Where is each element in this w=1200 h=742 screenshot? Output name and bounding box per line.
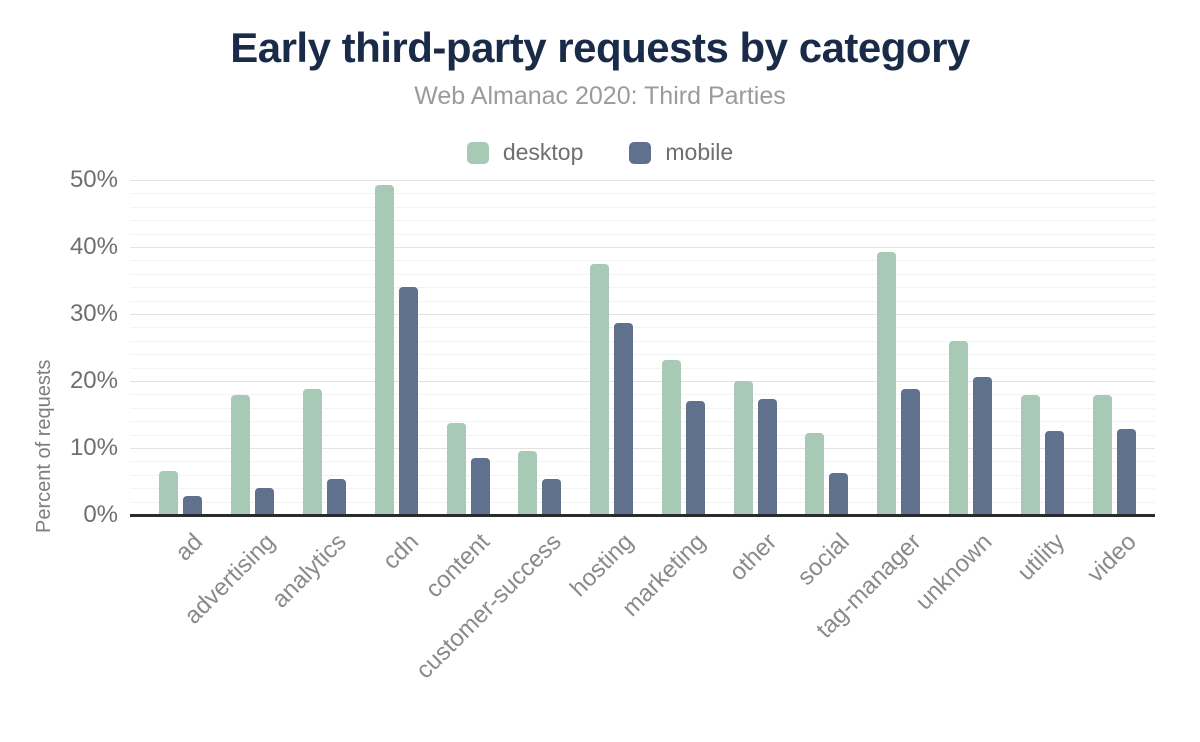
y-tick-0%: 0% xyxy=(83,501,118,528)
chart-subtitle: Web Almanac 2020: Third Parties xyxy=(414,82,786,110)
chart-title: Early third-party requests by category xyxy=(230,24,970,71)
y-tick-40%: 40% xyxy=(69,233,118,260)
gridline-minor-4 xyxy=(130,488,1155,490)
y-tick-10%: 10% xyxy=(69,434,118,461)
legend-item-mobile: mobile xyxy=(629,139,733,166)
bar-mobile-social xyxy=(829,473,849,515)
legend-item-desktop: desktop xyxy=(466,139,584,166)
gridline-minor-42 xyxy=(130,233,1155,235)
bar-mobile-customer-success xyxy=(542,479,562,515)
y-tick-50%: 50% xyxy=(69,166,118,193)
x-label-ad: ad xyxy=(170,528,209,567)
gridline-minor-16 xyxy=(130,407,1155,409)
legend-label-mobile: mobile xyxy=(665,139,734,165)
gridline-minor-26 xyxy=(130,340,1155,342)
bar-mobile-video xyxy=(1116,429,1136,515)
x-label-social: social xyxy=(791,528,855,591)
bar-mobile-content xyxy=(470,458,490,515)
bar-desktop-unknown xyxy=(949,341,969,515)
legend-swatch-mobile xyxy=(629,141,652,164)
gridline-minor-34 xyxy=(130,287,1155,289)
x-label-other: other xyxy=(724,528,783,587)
legend: desktop mobile xyxy=(0,139,1200,166)
x-label-unknown: unknown xyxy=(910,528,998,616)
bar-mobile-hosting xyxy=(614,323,634,515)
bar-desktop-other xyxy=(733,381,753,515)
x-axis-line xyxy=(130,514,1155,517)
y-axis-title: Percent of requests xyxy=(33,359,55,533)
y-tick-20%: 20% xyxy=(69,367,118,394)
gridline-minor-48 xyxy=(130,193,1155,195)
gridline-minor-38 xyxy=(130,260,1155,262)
gridline-minor-2 xyxy=(130,501,1155,503)
bar-mobile-marketing xyxy=(685,401,705,515)
y-tick-30%: 30% xyxy=(69,300,118,327)
gridline-major-40 xyxy=(130,247,1155,248)
bar-desktop-ad xyxy=(159,471,179,515)
gridline-major-30 xyxy=(130,314,1155,315)
bar-desktop-advertising xyxy=(231,395,251,515)
gridline-minor-22 xyxy=(130,367,1155,369)
bar-desktop-marketing xyxy=(661,359,681,515)
x-label-utility: utility xyxy=(1011,528,1070,587)
bar-desktop-utility xyxy=(1020,395,1040,515)
gridline-minor-14 xyxy=(130,421,1155,423)
gridline-minor-6 xyxy=(130,474,1155,476)
bar-desktop-social xyxy=(805,433,825,515)
gridline-minor-28 xyxy=(130,327,1155,329)
x-label-analytics: analytics xyxy=(266,528,352,614)
legend-swatch-desktop xyxy=(466,141,489,164)
gridline-major-10 xyxy=(130,448,1155,449)
legend-label-desktop: desktop xyxy=(502,139,584,165)
bar-mobile-tag-manager xyxy=(901,389,921,515)
bar-desktop-tag-manager xyxy=(877,251,897,515)
gridline-minor-44 xyxy=(130,220,1155,222)
gridline-minor-12 xyxy=(130,434,1155,436)
bar-mobile-analytics xyxy=(326,479,346,515)
gridline-minor-32 xyxy=(130,300,1155,302)
bar-desktop-cdn xyxy=(374,185,394,515)
gridline-minor-46 xyxy=(130,206,1155,208)
bar-mobile-other xyxy=(757,399,777,515)
bar-desktop-customer-success xyxy=(518,451,538,515)
bar-mobile-utility xyxy=(1044,431,1064,515)
x-label-video: video xyxy=(1081,528,1142,588)
bar-desktop-analytics xyxy=(302,389,322,515)
bar-desktop-hosting xyxy=(590,263,610,515)
bar-mobile-advertising xyxy=(255,487,275,515)
bar-mobile-unknown xyxy=(973,376,993,515)
bar-mobile-ad xyxy=(183,495,203,515)
x-label-cdn: cdn xyxy=(377,528,424,575)
bar-mobile-cdn xyxy=(398,287,418,515)
bar-desktop-content xyxy=(446,423,466,515)
gridline-minor-24 xyxy=(130,354,1155,356)
gridline-major-50 xyxy=(130,180,1155,181)
gridline-minor-36 xyxy=(130,273,1155,275)
gridline-minor-8 xyxy=(130,461,1155,463)
gridline-minor-18 xyxy=(130,394,1155,396)
bar-desktop-video xyxy=(1092,395,1112,515)
gridline-major-20 xyxy=(130,381,1155,382)
